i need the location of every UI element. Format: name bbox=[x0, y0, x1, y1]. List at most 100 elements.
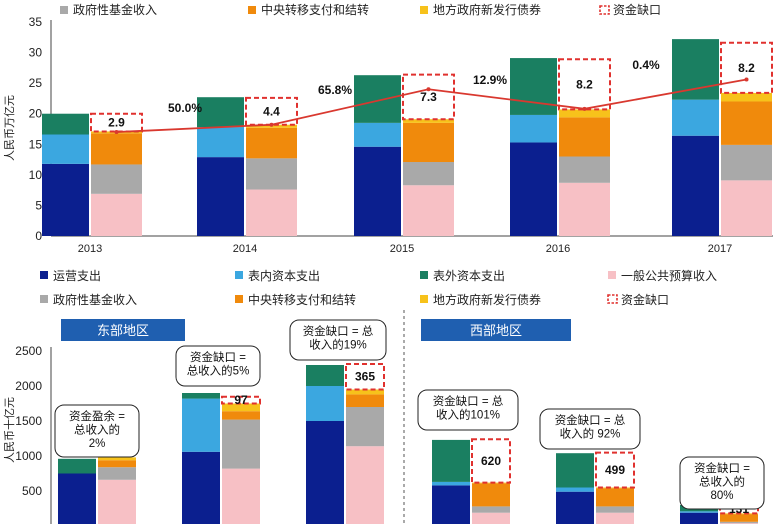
bar-transfers bbox=[472, 483, 510, 507]
bar-onbudget_capex bbox=[680, 511, 718, 513]
gap-label: 7.3 bbox=[420, 90, 437, 104]
bar-onbudget_capex bbox=[432, 481, 470, 486]
bar-general_budget bbox=[222, 468, 260, 524]
x-tick-label: 2014 bbox=[233, 243, 257, 255]
gap-label: 499 bbox=[605, 463, 625, 477]
bar-onbudget_capex bbox=[556, 487, 594, 492]
gap-label: 4.4 bbox=[263, 104, 280, 118]
bar-fund_revenue bbox=[403, 162, 454, 186]
callout-text: 资金缺口 = 总 bbox=[433, 394, 504, 408]
gap-box bbox=[221, 395, 261, 405]
bar-operating bbox=[432, 485, 470, 524]
bar-new_bonds bbox=[346, 389, 384, 395]
bar-offbudget_capex bbox=[354, 75, 401, 123]
gap-box bbox=[245, 96, 298, 126]
bar-general_budget bbox=[472, 512, 510, 524]
legend-label: 地方政府新发行债券 bbox=[433, 2, 541, 17]
y-tick-label: 2500 bbox=[15, 344, 42, 358]
bar-transfers bbox=[596, 488, 634, 507]
bar-general_budget bbox=[596, 512, 634, 524]
y-tick-label: 10 bbox=[29, 168, 43, 182]
region-header-west bbox=[421, 319, 571, 341]
bar-general_budget bbox=[346, 446, 384, 524]
bar-onbudget_capex bbox=[306, 386, 344, 421]
legend-swatch-new_bonds bbox=[420, 295, 428, 303]
x-tick-label: 2016 bbox=[546, 243, 570, 255]
gap-label: 620 bbox=[481, 454, 501, 468]
callout-box bbox=[54, 404, 140, 458]
x-tick-label: 2013 bbox=[78, 243, 102, 255]
bar-transfers bbox=[98, 460, 136, 468]
legend-label: 资金缺口 bbox=[613, 2, 661, 17]
legend-label: 中央转移支付和结转 bbox=[261, 2, 369, 17]
top-chart: 人民币万亿元 0 5 10 15 20 25 30 35 2.9 2013 4.4 2014 7.3 201… bbox=[3, 2, 773, 255]
bar-fund_revenue bbox=[346, 407, 384, 447]
bar-general_budget bbox=[98, 479, 136, 524]
callout-text: 2% bbox=[89, 438, 106, 450]
legend-label: 中央转移支付和结转 bbox=[248, 292, 356, 307]
callout-text: 收入的101% bbox=[436, 408, 500, 422]
bar-new_bonds bbox=[559, 109, 610, 118]
bar-onbudget_capex bbox=[510, 114, 557, 143]
callout-text: 资金缺口 = 总 bbox=[555, 413, 626, 427]
legend-swatch-operating bbox=[40, 271, 48, 279]
bar-fund_revenue bbox=[98, 467, 136, 480]
bar-operating bbox=[306, 421, 344, 524]
bar-offbudget_capex bbox=[182, 393, 220, 399]
callout-box bbox=[417, 389, 519, 431]
y-axis-title: 人民币十亿元 bbox=[2, 397, 16, 463]
bar-transfers bbox=[222, 411, 260, 420]
bar-general_budget bbox=[721, 180, 772, 236]
legend-swatch-fund_revenue bbox=[60, 6, 68, 14]
callout-box bbox=[175, 345, 261, 387]
callout-text: 80% bbox=[710, 490, 733, 502]
legend-swatch-fund_revenue bbox=[40, 295, 48, 303]
callout-text: 总收入的 bbox=[699, 475, 745, 489]
bar-general_budget bbox=[91, 193, 142, 236]
bar-onbudget_capex bbox=[182, 398, 220, 452]
bar-offbudget_capex bbox=[58, 458, 96, 474]
bar-onbudget_capex bbox=[197, 127, 244, 158]
legend-swatch-transfers bbox=[248, 6, 256, 14]
legend-swatch-onbudget_capex bbox=[235, 271, 243, 279]
legend-swatch-offbudget_capex bbox=[420, 271, 428, 279]
growth-label: 65.8% bbox=[318, 83, 352, 97]
bar-transfers bbox=[246, 127, 297, 159]
bar-operating bbox=[197, 157, 244, 236]
bar-new_bonds bbox=[222, 403, 260, 412]
y-tick-label: 1000 bbox=[15, 449, 42, 463]
bar-operating bbox=[510, 142, 557, 236]
gap-label: 8.2 bbox=[738, 61, 755, 75]
y-tick-label: 20 bbox=[29, 107, 43, 121]
gap-label: 8.2 bbox=[576, 77, 593, 91]
gap-box bbox=[558, 58, 611, 111]
legend-swatch-gap bbox=[607, 294, 618, 304]
bar-offbudget_capex bbox=[432, 439, 470, 482]
gap-box bbox=[345, 362, 385, 391]
y-tick-label: 2000 bbox=[15, 379, 42, 393]
bar-new_bonds bbox=[403, 119, 454, 123]
legend-label: 表外资本支出 bbox=[433, 269, 505, 283]
y-axis-title: 人民币万亿元 bbox=[3, 95, 16, 161]
legend-label: 一般公共预算收入 bbox=[621, 268, 717, 283]
bar-fund_revenue bbox=[720, 521, 758, 524]
legend-swatch-gap bbox=[599, 5, 610, 15]
bar-fund_revenue bbox=[246, 158, 297, 190]
bar-offbudget_capex bbox=[556, 453, 594, 488]
callout-box bbox=[289, 319, 387, 361]
callout-text: 总收入的 bbox=[74, 423, 120, 437]
bar-general_budget bbox=[559, 182, 610, 236]
y-tick-label: 500 bbox=[22, 484, 42, 498]
y-tick-label: 35 bbox=[29, 15, 43, 29]
bar-operating bbox=[672, 135, 719, 236]
growth-label: 12.9% bbox=[473, 73, 507, 87]
legend-swatch-new_bonds bbox=[420, 6, 428, 14]
x-tick-label: 2017 bbox=[708, 243, 732, 255]
bar-fund_revenue bbox=[559, 156, 610, 183]
bar-offbudget_capex bbox=[306, 365, 344, 386]
bar-fund_revenue bbox=[721, 144, 772, 181]
trend-point bbox=[114, 130, 119, 135]
